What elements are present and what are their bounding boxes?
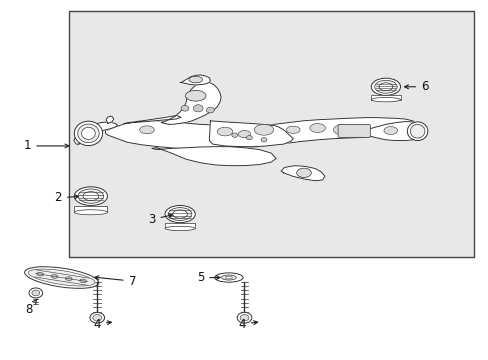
Circle shape: [181, 105, 188, 111]
Bar: [69, 12, 473, 257]
Ellipse shape: [74, 187, 107, 206]
Ellipse shape: [164, 226, 195, 230]
Polygon shape: [161, 81, 221, 125]
Circle shape: [29, 288, 42, 298]
Text: 3: 3: [148, 213, 172, 226]
Ellipse shape: [238, 131, 250, 138]
Ellipse shape: [51, 275, 58, 278]
Ellipse shape: [188, 76, 202, 83]
Ellipse shape: [309, 123, 325, 132]
Circle shape: [93, 315, 102, 321]
Circle shape: [193, 105, 203, 112]
Circle shape: [32, 290, 40, 296]
Ellipse shape: [254, 125, 273, 135]
Text: 8: 8: [25, 299, 37, 316]
Ellipse shape: [214, 273, 243, 282]
Ellipse shape: [409, 125, 424, 138]
Ellipse shape: [78, 124, 99, 143]
Circle shape: [237, 312, 251, 323]
Polygon shape: [74, 122, 118, 144]
Text: 4: 4: [238, 318, 257, 331]
Ellipse shape: [164, 206, 195, 223]
Ellipse shape: [225, 276, 232, 279]
Text: 2: 2: [54, 192, 79, 204]
Text: 4: 4: [93, 318, 111, 331]
Polygon shape: [105, 118, 414, 149]
Circle shape: [90, 312, 104, 323]
Ellipse shape: [172, 210, 187, 218]
Ellipse shape: [37, 273, 43, 276]
Ellipse shape: [407, 122, 427, 140]
Ellipse shape: [286, 126, 300, 134]
Polygon shape: [180, 75, 210, 85]
Ellipse shape: [370, 78, 400, 95]
Ellipse shape: [80, 279, 86, 283]
Polygon shape: [366, 122, 420, 140]
Ellipse shape: [383, 127, 397, 134]
Ellipse shape: [83, 192, 99, 201]
Text: 1: 1: [24, 139, 69, 152]
Polygon shape: [123, 116, 181, 124]
Ellipse shape: [74, 210, 107, 215]
Ellipse shape: [28, 269, 95, 286]
Ellipse shape: [74, 121, 102, 145]
Ellipse shape: [221, 275, 236, 280]
Circle shape: [246, 135, 252, 140]
Ellipse shape: [374, 80, 396, 93]
Polygon shape: [209, 121, 293, 147]
Circle shape: [206, 107, 214, 113]
Ellipse shape: [65, 277, 72, 280]
Circle shape: [261, 138, 266, 142]
Ellipse shape: [333, 125, 350, 135]
Bar: [74, 206, 107, 212]
FancyBboxPatch shape: [337, 125, 369, 137]
Bar: [164, 223, 195, 228]
Ellipse shape: [378, 83, 392, 91]
Ellipse shape: [296, 168, 311, 177]
Text: 7: 7: [95, 275, 136, 288]
Ellipse shape: [140, 126, 154, 134]
Polygon shape: [281, 166, 325, 181]
Circle shape: [231, 133, 237, 137]
Ellipse shape: [350, 128, 362, 135]
Bar: [370, 95, 400, 100]
Ellipse shape: [168, 208, 191, 221]
Ellipse shape: [24, 267, 99, 288]
Text: 6: 6: [404, 80, 428, 93]
Polygon shape: [106, 116, 114, 123]
Text: 5: 5: [197, 271, 220, 284]
Circle shape: [240, 315, 248, 321]
Ellipse shape: [185, 90, 205, 101]
Ellipse shape: [370, 98, 400, 102]
Ellipse shape: [81, 127, 95, 139]
Ellipse shape: [217, 127, 232, 136]
Ellipse shape: [78, 189, 103, 203]
Polygon shape: [152, 147, 276, 166]
